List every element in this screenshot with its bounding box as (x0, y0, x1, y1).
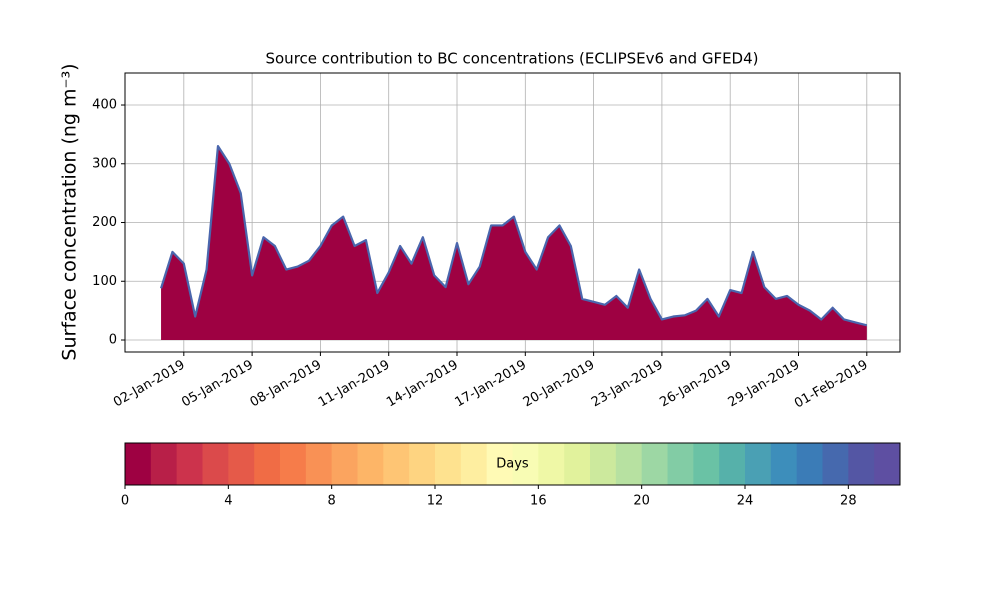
colorbar-frame (124, 442, 901, 486)
colorbar-cell (383, 443, 410, 485)
x-tick-label: 14-Jan-2019 (384, 358, 461, 411)
colorbar-cell (331, 443, 358, 485)
colorbar-tick-label: 8 (328, 494, 336, 509)
colorbar-tick-label: 0 (121, 494, 129, 509)
colorbar-tick-label: 28 (840, 494, 857, 509)
colorbar-tick-label: 4 (224, 494, 232, 509)
colorbar-cell (254, 443, 281, 485)
x-tick-label: 11-Jan-2019 (316, 358, 393, 411)
colorbar-cell (874, 443, 901, 485)
colorbar-cell (202, 443, 229, 485)
colorbar-cell (745, 443, 772, 485)
colorbar-cell (228, 443, 255, 485)
colorbar-cell (538, 443, 565, 485)
colorbar-cell (848, 443, 875, 485)
x-tick-label: 17-Jan-2019 (452, 358, 529, 411)
x-tick-label: 29-Jan-2019 (726, 358, 803, 411)
x-tick-label: 01-Feb-2019 (792, 358, 871, 412)
colorbar-cell (460, 443, 488, 485)
colorbar-tick-label: 12 (427, 494, 444, 509)
colorbar-cell (796, 443, 823, 485)
colorbar-tick-label: 24 (737, 494, 754, 509)
x-tick-label: 23-Jan-2019 (589, 358, 666, 411)
y-axis-label: Surface concentration (ng m⁻³) (59, 63, 81, 360)
y-tick-label: 200 (92, 215, 117, 230)
colorbar-cell (305, 443, 333, 485)
y-tick-label: 0 (109, 333, 117, 348)
x-tick-label: 05-Jan-2019 (179, 358, 256, 411)
colorbar-cell (693, 443, 720, 485)
colorbar-cell (770, 443, 798, 485)
colorbar-cell (641, 443, 668, 485)
colorbar-cell (357, 443, 384, 485)
area (161, 146, 867, 341)
colorbar-label: Days (496, 457, 529, 472)
chart-title: Source contribution to BC concentrations… (265, 50, 758, 68)
y-tick-label: 100 (92, 274, 117, 289)
colorbar-cell (486, 443, 513, 485)
colorbar-cell (615, 443, 643, 485)
colorbar-cell (512, 443, 539, 485)
x-tick-label: 02-Jan-2019 (111, 358, 188, 411)
colorbar-cell (150, 443, 178, 485)
colorbar-cell (822, 443, 849, 485)
colorbar-cell (409, 443, 436, 485)
colorbar-cell (590, 443, 617, 485)
colorbar-cell (564, 443, 591, 485)
y-tick-label: 300 (92, 156, 117, 171)
x-tick-label: 26-Jan-2019 (657, 358, 734, 411)
colorbar-cell (176, 443, 203, 485)
y-tick-label: 400 (92, 98, 117, 113)
x-tick-label: 08-Jan-2019 (248, 358, 325, 411)
colorbar-cell (667, 443, 694, 485)
plot-frame (124, 72, 901, 353)
colorbar-cell (435, 443, 462, 485)
colorbar-cell (125, 443, 152, 485)
x-tick-label: 20-Jan-2019 (521, 358, 598, 411)
colorbar-tick-label: 16 (530, 494, 547, 509)
line (159, 145, 868, 327)
colorbar-cell (719, 443, 746, 485)
colorbar-tick-label: 20 (633, 494, 650, 509)
colorbar-cell (280, 443, 307, 485)
